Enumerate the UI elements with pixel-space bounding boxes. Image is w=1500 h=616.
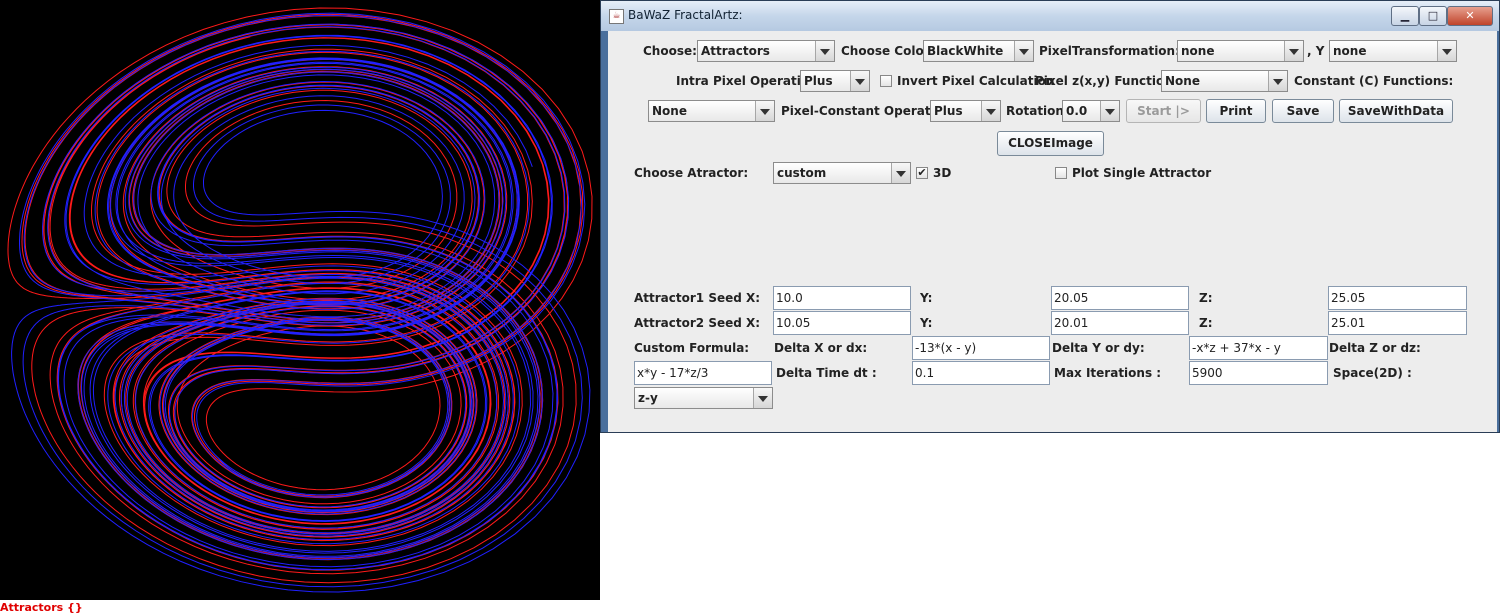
chevron-down-icon[interactable] bbox=[850, 71, 869, 91]
transform-x-select[interactable]: none bbox=[1177, 40, 1304, 62]
chevron-down-icon[interactable] bbox=[1437, 41, 1456, 61]
color-value: BlackWhite bbox=[927, 44, 1004, 58]
plot-single-label: Plot Single Attractor bbox=[1072, 166, 1212, 180]
choose-attractor-label: Choose Atractor: bbox=[634, 166, 749, 180]
chevron-down-icon[interactable] bbox=[815, 41, 834, 61]
attractor2-z-label: Z: bbox=[1199, 316, 1213, 330]
attractor-canvas bbox=[0, 0, 600, 600]
attractor2-seed-label: Attractor2 Seed X: bbox=[634, 316, 761, 330]
pixel-functions-select[interactable]: None bbox=[1161, 70, 1288, 92]
chevron-down-icon[interactable] bbox=[891, 163, 910, 183]
attractor2-z-field[interactable]: 25.01 bbox=[1328, 311, 1467, 335]
minimize-button[interactable]: ▁ bbox=[1391, 6, 1419, 26]
delta-x-field[interactable]: -13*(x - y) bbox=[912, 336, 1050, 360]
choose-value: Attractors bbox=[701, 44, 770, 58]
choose-label: Choose: bbox=[643, 44, 697, 58]
rotation-value: 0.0 bbox=[1066, 104, 1088, 118]
delta-y-field[interactable]: -x*z + 37*x - y bbox=[1189, 336, 1328, 360]
window-title: BaWaZ FractalArtz: bbox=[628, 8, 743, 22]
attractor2-y-field[interactable]: 20.01 bbox=[1051, 311, 1189, 335]
three-d-checkbox[interactable]: ✔ bbox=[916, 167, 928, 179]
attractor1-x-field[interactable]: 10.0 bbox=[773, 286, 911, 310]
chevron-down-icon[interactable] bbox=[1284, 41, 1303, 61]
attractor2-y-label: Y: bbox=[920, 316, 933, 330]
color-select[interactable]: BlackWhite bbox=[923, 40, 1034, 62]
delta-y-label: Delta Y or dy: bbox=[1052, 341, 1145, 355]
chevron-down-icon[interactable] bbox=[755, 101, 774, 121]
intra-pixel-label: Intra Pixel Operation: bbox=[676, 74, 823, 88]
attractor1-trajectory bbox=[11, 12, 591, 593]
attractor1-z-field[interactable]: 25.05 bbox=[1328, 286, 1467, 310]
attractor2-x-field[interactable]: 10.05 bbox=[773, 311, 911, 335]
delta-z-field[interactable]: x*y - 17*z/3 bbox=[634, 361, 772, 385]
intra-pixel-select[interactable]: Plus bbox=[800, 70, 870, 92]
close-image-button[interactable]: CLOSEImage bbox=[997, 131, 1104, 156]
chevron-down-icon[interactable] bbox=[1100, 101, 1119, 121]
attractor1-y-label: Y: bbox=[920, 291, 933, 305]
java-app-icon: ☕ bbox=[609, 9, 624, 24]
constant-functions-value: None bbox=[652, 104, 687, 118]
transform-y-label: , Y bbox=[1307, 44, 1325, 58]
rotation-label: Rotation: bbox=[1006, 104, 1069, 118]
space-2d-select[interactable]: z-y bbox=[634, 387, 773, 409]
save-with-data-button[interactable]: SaveWithData bbox=[1339, 99, 1453, 123]
rotation-select[interactable]: 0.0 bbox=[1062, 100, 1120, 122]
delta-x-label: Delta X or dx: bbox=[774, 341, 868, 355]
chevron-down-icon[interactable] bbox=[753, 388, 772, 408]
pixel-constant-op-value: Plus bbox=[934, 104, 963, 118]
max-iterations-label: Max Iterations : bbox=[1054, 366, 1162, 380]
app-window: ☕ BaWaZ FractalArtz: ▁ □ ✕ Choose: Attra… bbox=[600, 0, 1500, 433]
transform-x-value: none bbox=[1181, 44, 1215, 58]
save-button[interactable]: Save bbox=[1272, 99, 1334, 123]
choose-color-label: Choose Color: bbox=[841, 44, 935, 58]
maximize-button[interactable]: □ bbox=[1419, 6, 1447, 26]
chevron-down-icon[interactable] bbox=[1268, 71, 1287, 91]
invert-pixel-checkbox[interactable] bbox=[880, 75, 892, 87]
transform-y-value: none bbox=[1333, 44, 1367, 58]
choose-select[interactable]: Attractors bbox=[697, 40, 835, 62]
plot-single-checkbox[interactable] bbox=[1055, 167, 1067, 179]
attractor-value: custom bbox=[777, 166, 827, 180]
attractor-plot bbox=[7, 7, 593, 593]
attractor1-y-field[interactable]: 20.05 bbox=[1051, 286, 1189, 310]
chevron-down-icon[interactable] bbox=[981, 101, 1000, 121]
constant-functions-select[interactable]: None bbox=[648, 100, 775, 122]
close-button[interactable]: ✕ bbox=[1447, 6, 1493, 26]
chevron-down-icon[interactable] bbox=[1014, 41, 1033, 61]
space-2d-label: Space(2D) : bbox=[1333, 366, 1412, 380]
pixel-constant-op-select[interactable]: Plus bbox=[930, 100, 1001, 122]
checkmark-icon: ✔ bbox=[917, 166, 927, 179]
constant-functions-label: Constant (C) Functions: bbox=[1294, 74, 1454, 88]
intra-pixel-value: Plus bbox=[804, 74, 833, 88]
attractor-select[interactable]: custom bbox=[773, 162, 911, 184]
title-bar[interactable]: ☕ BaWaZ FractalArtz: ▁ □ ✕ bbox=[601, 1, 1499, 31]
pixel-functions-value: None bbox=[1165, 74, 1200, 88]
print-button[interactable]: Print bbox=[1206, 99, 1266, 123]
attractor1-z-label: Z: bbox=[1199, 291, 1213, 305]
space-2d-value: z-y bbox=[638, 391, 658, 405]
pixel-functions-label: Pixel z(x,y) Functions: bbox=[1035, 74, 1185, 88]
transform-y-select[interactable]: none bbox=[1329, 40, 1457, 62]
start-button[interactable]: Start |> bbox=[1126, 99, 1201, 123]
invert-pixel-label: Invert Pixel Calculation bbox=[897, 74, 1055, 88]
max-iterations-field[interactable]: 5900 bbox=[1189, 361, 1328, 385]
pixel-constant-op-label: Pixel-Constant Operation: bbox=[781, 104, 957, 118]
delta-time-label: Delta Time dt : bbox=[776, 366, 877, 380]
custom-formula-label: Custom Formula: bbox=[634, 341, 750, 355]
delta-time-field[interactable]: 0.1 bbox=[912, 361, 1050, 385]
attractor1-seed-label: Attractor1 Seed X: bbox=[634, 291, 761, 305]
three-d-label: 3D bbox=[933, 166, 952, 180]
content-pane: Choose: Attractors Choose Color: BlackWh… bbox=[608, 31, 1497, 432]
canvas-caption: Attractors {} bbox=[0, 601, 83, 614]
pixel-transformation-label: PixelTransformation: X bbox=[1039, 44, 1194, 58]
delta-z-label: Delta Z or dz: bbox=[1329, 341, 1421, 355]
